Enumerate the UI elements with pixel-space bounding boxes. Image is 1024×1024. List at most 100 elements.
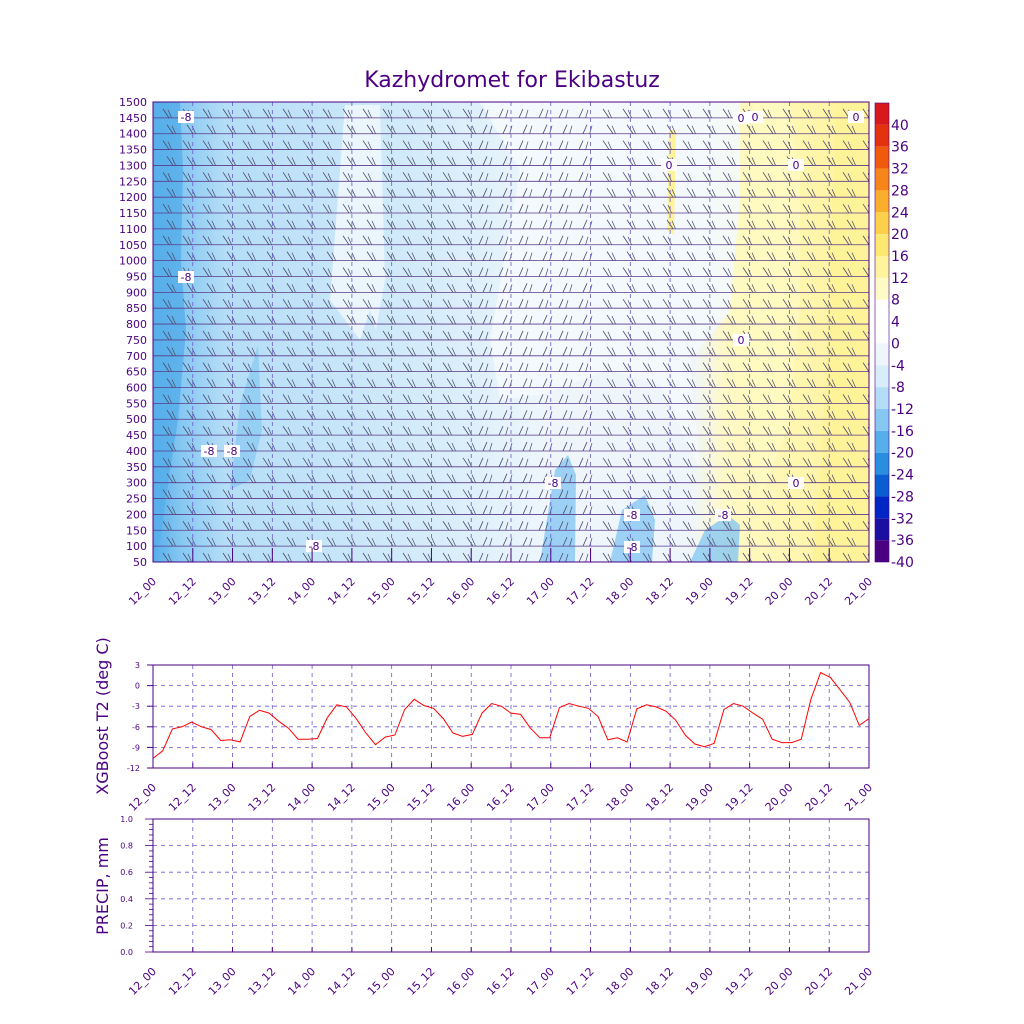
wind-barb <box>651 506 656 515</box>
wind-barb <box>311 252 316 261</box>
wind-barb <box>331 252 336 261</box>
wind-barb <box>246 187 254 198</box>
wind-barb <box>762 521 770 531</box>
wind-barb <box>351 411 356 420</box>
wind-barb <box>291 315 296 325</box>
wind-barb <box>846 124 854 134</box>
wind-barb <box>247 395 252 404</box>
wind-barb <box>611 411 616 420</box>
y-tick-label: 1200 <box>119 191 147 204</box>
wind-barb <box>327 553 332 562</box>
wind-barb <box>842 203 850 214</box>
wind-barb <box>686 124 694 134</box>
wind-barb <box>367 300 372 309</box>
wind-barb <box>282 203 290 214</box>
wind-barb <box>558 330 564 341</box>
wind-barb <box>565 553 569 562</box>
wind-barb <box>242 298 250 309</box>
wind-barb <box>362 362 370 372</box>
wind-barb <box>402 425 410 436</box>
wind-barb <box>387 426 392 436</box>
wind-barb <box>542 188 548 198</box>
wind-barb <box>331 284 336 293</box>
contour-region-white-a <box>330 105 385 340</box>
wind-barb <box>606 441 614 452</box>
wind-barb <box>782 298 790 309</box>
wind-barb <box>466 505 474 515</box>
wind-barb <box>806 536 814 547</box>
wind-barb <box>671 284 676 293</box>
wind-barb <box>602 267 610 277</box>
wind-barb <box>167 204 172 214</box>
wind-barb <box>407 331 412 341</box>
wind-barb <box>489 102 490 103</box>
wind-barb <box>687 204 692 214</box>
wind-barb <box>827 490 832 499</box>
wind-barb <box>311 189 316 198</box>
wind-barb <box>387 236 392 245</box>
wind-barb <box>202 425 210 436</box>
wind-barb <box>627 204 632 214</box>
wind-barb <box>262 203 270 214</box>
wind-barb <box>686 505 694 515</box>
wind-barb <box>775 102 776 103</box>
wind-barb <box>502 378 508 388</box>
wind-barb <box>471 442 476 452</box>
wind-barb <box>642 394 650 404</box>
wind-barb <box>447 173 452 182</box>
wind-barb <box>722 521 730 531</box>
wind-barb <box>811 506 816 515</box>
wind-barb <box>727 490 732 499</box>
wind-barb <box>371 220 376 230</box>
wind-barb <box>806 124 814 134</box>
wind-barb <box>351 506 356 515</box>
wind-barb <box>807 395 812 404</box>
wind-barb <box>631 157 636 166</box>
wind-barb <box>326 473 334 483</box>
wind-barb <box>542 346 548 356</box>
x-tick-label: 13_12 <box>246 781 279 814</box>
wind-barb <box>755 102 756 103</box>
wind-barb <box>642 552 650 562</box>
wind-barb <box>366 410 374 420</box>
wind-barb <box>806 505 814 515</box>
wind-barb <box>691 284 696 293</box>
wind-barb <box>651 442 656 452</box>
wind-barb <box>386 314 394 325</box>
wind-barb <box>762 489 770 499</box>
colorbar-label: -24 <box>891 468 914 484</box>
wind-barb <box>471 347 476 356</box>
y-tick-label: -9 <box>132 743 140 752</box>
wind-barb <box>251 220 256 230</box>
wind-barb <box>331 125 336 134</box>
wind-barb <box>622 108 630 119</box>
wind-barb <box>387 204 392 214</box>
wind-barb <box>782 457 790 468</box>
wind-barb <box>347 173 352 182</box>
wind-barb <box>631 125 636 134</box>
wind-barb <box>782 203 790 214</box>
wind-barb <box>529 157 533 166</box>
wind-barb <box>791 442 796 452</box>
wind-barb <box>631 442 636 452</box>
wind-barb <box>807 331 812 341</box>
wind-barb <box>262 394 270 404</box>
wind-barb <box>806 314 814 325</box>
wind-barb <box>332 102 333 103</box>
wind-barb <box>478 425 484 436</box>
wind-barb <box>766 378 774 388</box>
wind-barb <box>202 362 210 372</box>
wind-barb <box>306 219 314 230</box>
wind-barb <box>722 235 730 245</box>
contour-label: -8 <box>227 445 238 458</box>
wind-barb <box>351 537 356 547</box>
wind-barb <box>215 102 216 103</box>
wind-barb <box>711 252 716 261</box>
wind-barb <box>642 235 650 245</box>
wind-barb <box>525 109 529 118</box>
wind-barb <box>846 346 854 357</box>
wind-barb <box>766 314 774 325</box>
precip-y-axis: 1.00.80.60.40.20.0 <box>120 815 153 957</box>
wind-barb <box>565 204 569 214</box>
wind-barb <box>538 299 544 309</box>
